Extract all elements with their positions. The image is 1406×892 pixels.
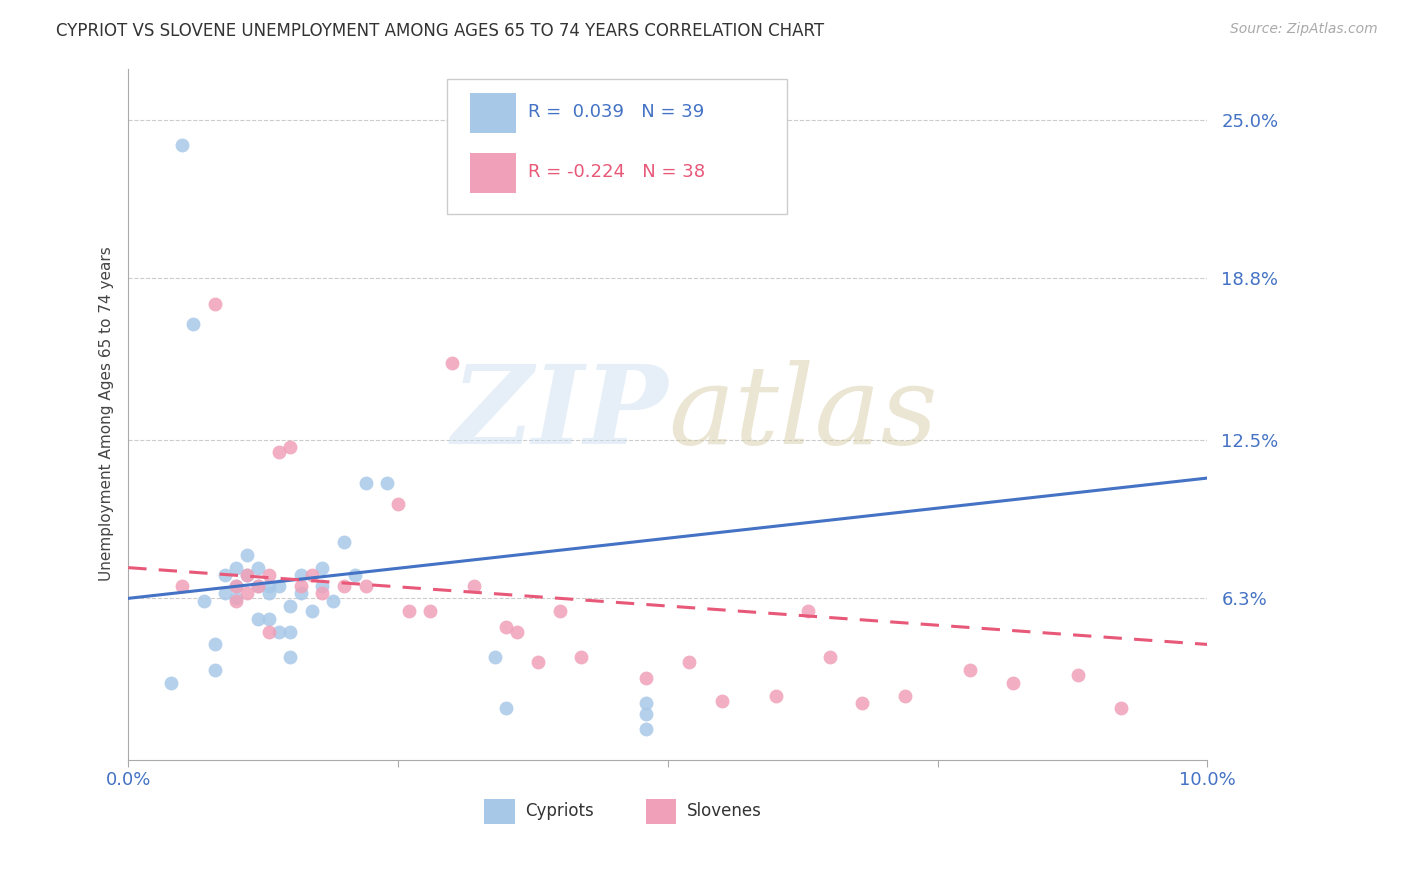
Point <box>343 568 366 582</box>
Point <box>246 578 269 592</box>
Point <box>797 604 820 618</box>
Point <box>257 586 280 600</box>
Point <box>333 578 356 592</box>
Point <box>225 594 247 608</box>
Point <box>440 356 463 370</box>
Point <box>225 591 247 606</box>
Point <box>225 560 247 574</box>
Point <box>894 689 917 703</box>
Point <box>290 568 312 582</box>
Point <box>636 671 658 685</box>
Point <box>495 619 517 633</box>
Point <box>419 604 441 618</box>
Point <box>301 604 323 618</box>
Point <box>204 637 226 651</box>
Point <box>710 694 733 708</box>
Point <box>290 586 312 600</box>
Point <box>636 706 658 721</box>
Text: Slovenes: Slovenes <box>688 803 762 821</box>
Point <box>571 650 593 665</box>
Bar <box>647 799 676 824</box>
Point <box>278 599 301 613</box>
Point <box>678 656 700 670</box>
Text: atlas: atlas <box>668 360 938 467</box>
Point <box>463 578 485 592</box>
Point <box>257 624 280 639</box>
Bar <box>471 153 516 193</box>
Point <box>204 663 226 677</box>
Point <box>172 138 194 153</box>
Point <box>278 440 301 454</box>
Text: CYPRIOT VS SLOVENE UNEMPLOYMENT AMONG AGES 65 TO 74 YEARS CORRELATION CHART: CYPRIOT VS SLOVENE UNEMPLOYMENT AMONG AG… <box>56 22 824 40</box>
Point <box>398 604 420 618</box>
Point <box>225 578 247 592</box>
Point <box>236 568 259 582</box>
Point <box>236 548 259 562</box>
Point <box>333 535 356 549</box>
Point <box>257 612 280 626</box>
Y-axis label: Unemployment Among Ages 65 to 74 years: Unemployment Among Ages 65 to 74 years <box>100 247 114 582</box>
Point <box>172 578 194 592</box>
Bar <box>484 799 515 824</box>
Bar <box>471 93 516 133</box>
Point <box>322 594 344 608</box>
Point <box>278 624 301 639</box>
Point <box>257 568 280 582</box>
Point <box>160 675 183 690</box>
Point <box>214 568 236 582</box>
Point <box>636 696 658 710</box>
Point <box>311 560 333 574</box>
Point <box>818 650 841 665</box>
Point <box>181 318 204 332</box>
Point <box>765 689 787 703</box>
Text: R =  0.039   N = 39: R = 0.039 N = 39 <box>527 103 704 121</box>
Point <box>506 624 529 639</box>
Point <box>959 663 981 677</box>
Point <box>495 701 517 715</box>
Point <box>387 497 409 511</box>
Point <box>311 578 333 592</box>
Text: Source: ZipAtlas.com: Source: ZipAtlas.com <box>1230 22 1378 37</box>
Point <box>269 624 291 639</box>
Point <box>269 578 291 592</box>
Text: R = -0.224   N = 38: R = -0.224 N = 38 <box>527 163 704 181</box>
Point <box>1002 675 1025 690</box>
Point <box>236 586 259 600</box>
FancyBboxPatch shape <box>447 78 786 214</box>
Point <box>301 568 323 582</box>
Point <box>484 650 506 665</box>
Point <box>1067 668 1090 682</box>
Point <box>527 656 550 670</box>
Point <box>548 604 571 618</box>
Point <box>204 297 226 311</box>
Point <box>354 476 377 491</box>
Point <box>1109 701 1132 715</box>
Point <box>636 722 658 736</box>
Point <box>225 578 247 592</box>
Text: ZIP: ZIP <box>451 360 668 467</box>
Point <box>278 650 301 665</box>
Point <box>246 612 269 626</box>
Point <box>851 696 873 710</box>
Point <box>354 578 377 592</box>
Point <box>257 578 280 592</box>
Point <box>193 594 215 608</box>
Point <box>269 445 291 459</box>
Point <box>290 578 312 592</box>
Point <box>311 586 333 600</box>
Point <box>236 568 259 582</box>
Point <box>246 578 269 592</box>
Point <box>375 476 398 491</box>
Point <box>246 560 269 574</box>
Point <box>214 586 236 600</box>
Text: Cypriots: Cypriots <box>526 803 595 821</box>
